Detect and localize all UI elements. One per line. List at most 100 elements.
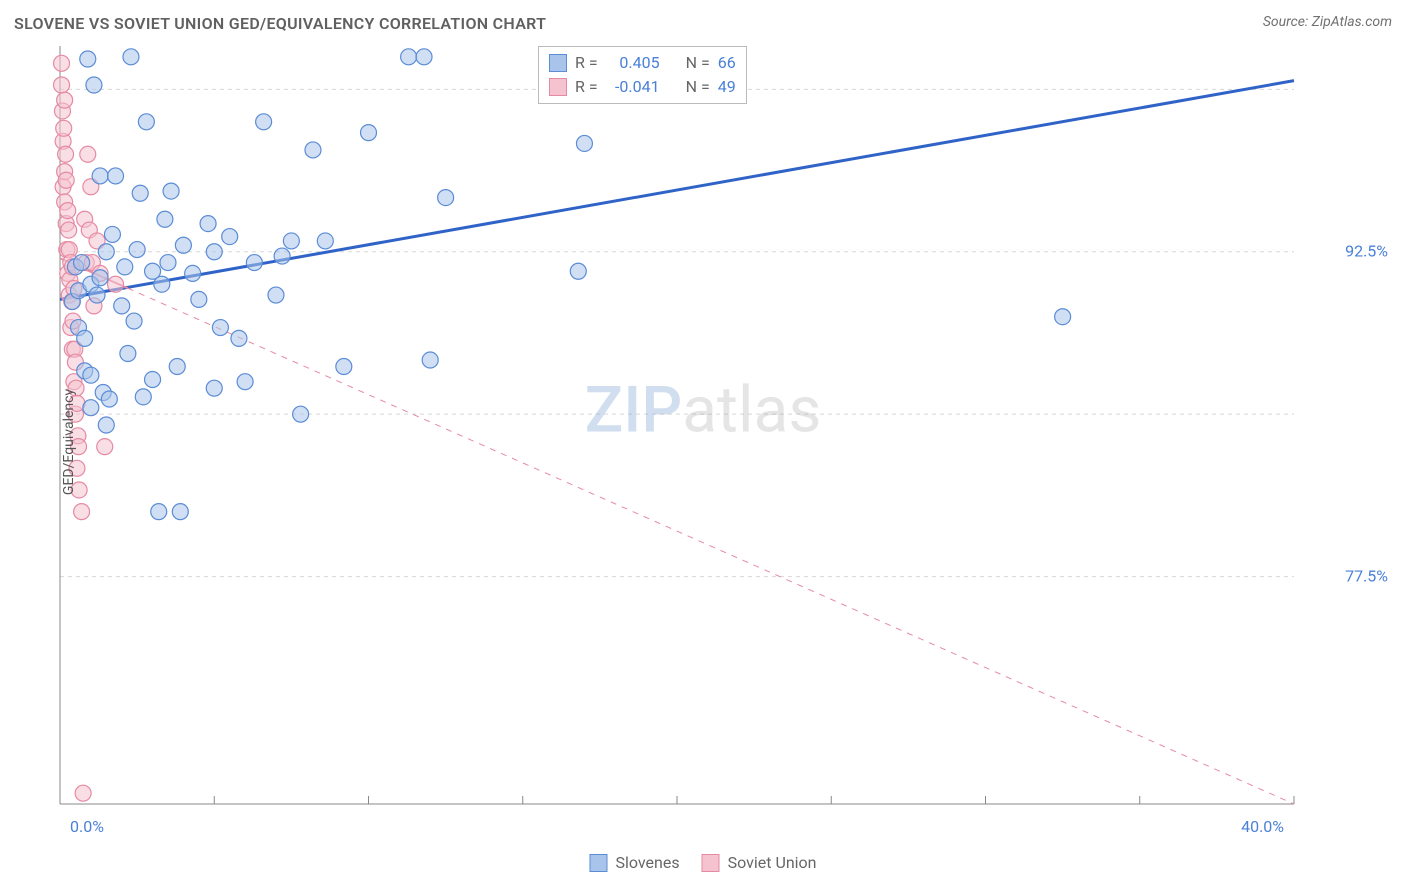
- data-point: [57, 92, 73, 108]
- data-point: [126, 313, 142, 329]
- data-point: [416, 49, 432, 65]
- data-point: [80, 51, 96, 67]
- data-point: [135, 389, 151, 405]
- legend-swatch: [702, 854, 720, 872]
- data-point: [58, 146, 74, 162]
- data-point: [336, 359, 352, 375]
- data-point: [86, 77, 102, 93]
- data-point: [246, 255, 262, 271]
- data-point: [222, 229, 238, 245]
- data-point: [61, 222, 77, 238]
- data-point: [83, 400, 99, 416]
- data-point: [80, 146, 96, 162]
- legend-item: Slovenes: [589, 853, 679, 872]
- data-point: [283, 233, 299, 249]
- data-point: [576, 135, 592, 151]
- data-point: [256, 114, 272, 130]
- data-point: [77, 330, 93, 346]
- data-point: [206, 380, 222, 396]
- data-point: [361, 125, 377, 141]
- data-point: [60, 203, 76, 219]
- data-point: [293, 406, 309, 422]
- chart-area: GED/Equivalency ZIPatlas 77.5%92.5%0.0%4…: [14, 46, 1392, 838]
- n-value: 49: [718, 75, 736, 99]
- data-point: [58, 172, 74, 188]
- legend-swatch: [549, 54, 567, 72]
- data-point: [160, 255, 176, 271]
- y-tick-label: 77.5%: [1345, 567, 1388, 586]
- data-point: [54, 77, 70, 93]
- data-point: [1055, 309, 1071, 325]
- data-point: [117, 259, 133, 275]
- data-point: [92, 168, 108, 184]
- data-point: [231, 330, 247, 346]
- r-label: R =: [575, 51, 598, 75]
- data-point: [175, 237, 191, 253]
- data-point: [97, 439, 113, 455]
- legend-row: R = 0.405 N = 66: [549, 51, 736, 75]
- data-point: [74, 504, 90, 520]
- data-point: [163, 183, 179, 199]
- legend-item: Soviet Union: [702, 853, 817, 872]
- data-point: [145, 372, 161, 388]
- x-tick-label: 0.0%: [70, 817, 104, 836]
- data-point: [123, 49, 139, 65]
- data-point: [83, 367, 99, 383]
- legend-swatch: [589, 854, 607, 872]
- r-label: R =: [575, 75, 598, 99]
- data-point: [108, 168, 124, 184]
- data-point: [157, 211, 173, 227]
- legend-row: R = -0.041 N = 49: [549, 75, 736, 99]
- r-value: 0.405: [606, 51, 660, 75]
- data-point: [101, 391, 117, 407]
- data-point: [274, 248, 290, 264]
- data-point: [268, 287, 284, 303]
- data-point: [570, 263, 586, 279]
- data-point: [154, 276, 170, 292]
- data-point: [114, 298, 130, 314]
- data-point: [120, 346, 136, 362]
- data-point: [98, 244, 114, 260]
- data-point: [305, 142, 321, 158]
- data-point: [401, 49, 417, 65]
- data-point: [317, 233, 333, 249]
- data-point: [191, 291, 207, 307]
- data-point: [169, 359, 185, 375]
- legend-label: Soviet Union: [728, 853, 817, 872]
- data-point: [54, 55, 70, 71]
- data-point: [237, 374, 253, 390]
- data-point: [75, 785, 91, 801]
- data-point: [200, 216, 216, 232]
- data-point: [108, 276, 124, 292]
- data-point: [56, 120, 72, 136]
- data-point: [104, 226, 120, 242]
- n-label: N =: [686, 51, 710, 75]
- legend-label: Slovenes: [615, 853, 679, 872]
- data-point: [151, 504, 167, 520]
- data-point: [212, 320, 228, 336]
- data-point: [89, 287, 105, 303]
- page-title: SLOVENE VS SOVIET UNION GED/EQUIVALENCY …: [14, 14, 546, 33]
- series-legend: Slovenes Soviet Union: [589, 853, 816, 872]
- data-point: [129, 242, 145, 258]
- correlation-legend: R = 0.405 N = 66 R = -0.041 N = 49: [538, 46, 747, 104]
- data-point: [74, 255, 90, 271]
- legend-swatch: [549, 78, 567, 96]
- data-point: [98, 417, 114, 433]
- data-point: [172, 504, 188, 520]
- data-point: [422, 352, 438, 368]
- x-tick-label: 40.0%: [1241, 817, 1284, 836]
- source-credit: Source: ZipAtlas.com: [1263, 14, 1392, 30]
- n-label: N =: [686, 75, 710, 99]
- data-point: [138, 114, 154, 130]
- data-point: [92, 270, 108, 286]
- n-value: 66: [718, 51, 736, 75]
- scatter-chart: 77.5% 92.5% 0.0% 40.0%: [14, 46, 1392, 838]
- y-tick-label: 92.5%: [1345, 242, 1388, 261]
- data-point: [438, 190, 454, 206]
- data-point: [206, 244, 222, 260]
- data-point: [185, 265, 201, 281]
- data-point: [132, 185, 148, 201]
- r-value: -0.041: [606, 75, 660, 99]
- y-axis-label: GED/Equivalency: [61, 389, 77, 495]
